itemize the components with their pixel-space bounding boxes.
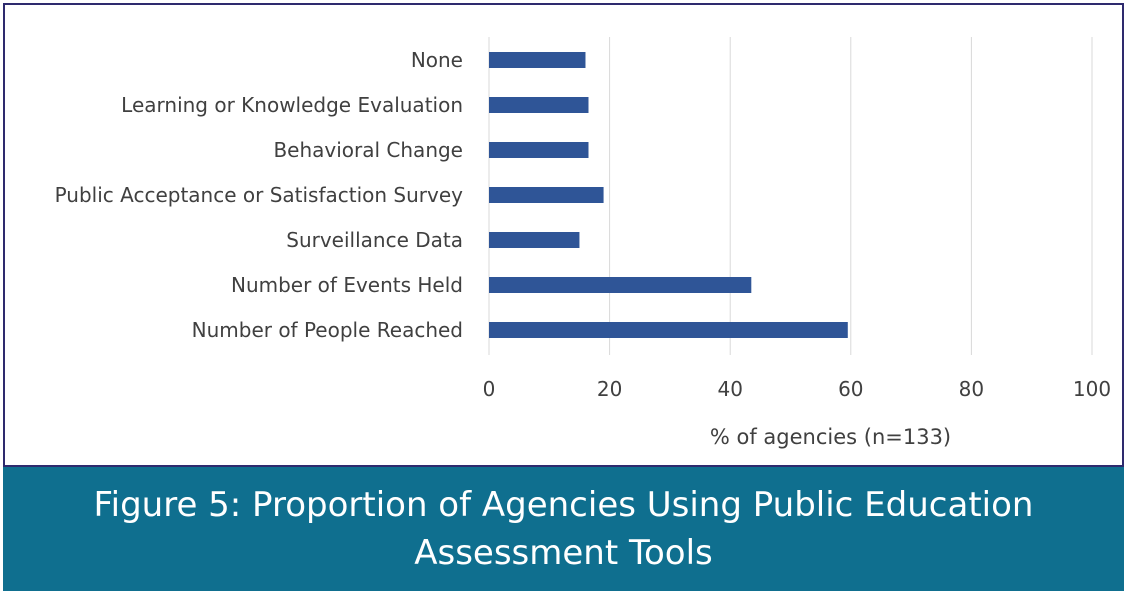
category-label: Number of People Reached <box>192 318 463 342</box>
x-tick-label: 20 <box>597 377 622 401</box>
category-label: Surveillance Data <box>286 228 463 252</box>
x-tick-label: 60 <box>838 377 863 401</box>
category-label: Number of Events Held <box>231 273 463 297</box>
x-axis-title: % of agencies (n=133) <box>710 425 951 449</box>
bar <box>489 142 589 158</box>
figure-caption: Figure 5: Proportion of Agencies Using P… <box>3 467 1124 591</box>
bar <box>489 97 589 113</box>
bar <box>489 52 586 68</box>
category-label: Learning or Knowledge Evaluation <box>121 93 463 117</box>
bar <box>489 232 580 248</box>
category-label: Behavioral Change <box>273 138 463 162</box>
figure-caption-text: Figure 5: Proportion of Agencies Using P… <box>93 485 1034 573</box>
x-tick-label: 100 <box>1073 377 1111 401</box>
x-tick-label: 80 <box>959 377 984 401</box>
category-label: Public Acceptance or Satisfaction Survey <box>55 183 464 207</box>
category-label: None <box>411 48 463 72</box>
x-tick-label: 0 <box>483 377 496 401</box>
x-tick-label: 40 <box>717 377 742 401</box>
bar <box>489 322 848 338</box>
bar-chart: 0 20 40 60 80 100 None Learning or Knowledge Ev… <box>55 37 1111 449</box>
chart-frame: 0 20 40 60 80 100 None Learning or Knowledge Ev… <box>3 3 1124 467</box>
bar <box>489 187 604 203</box>
bar <box>489 277 752 293</box>
